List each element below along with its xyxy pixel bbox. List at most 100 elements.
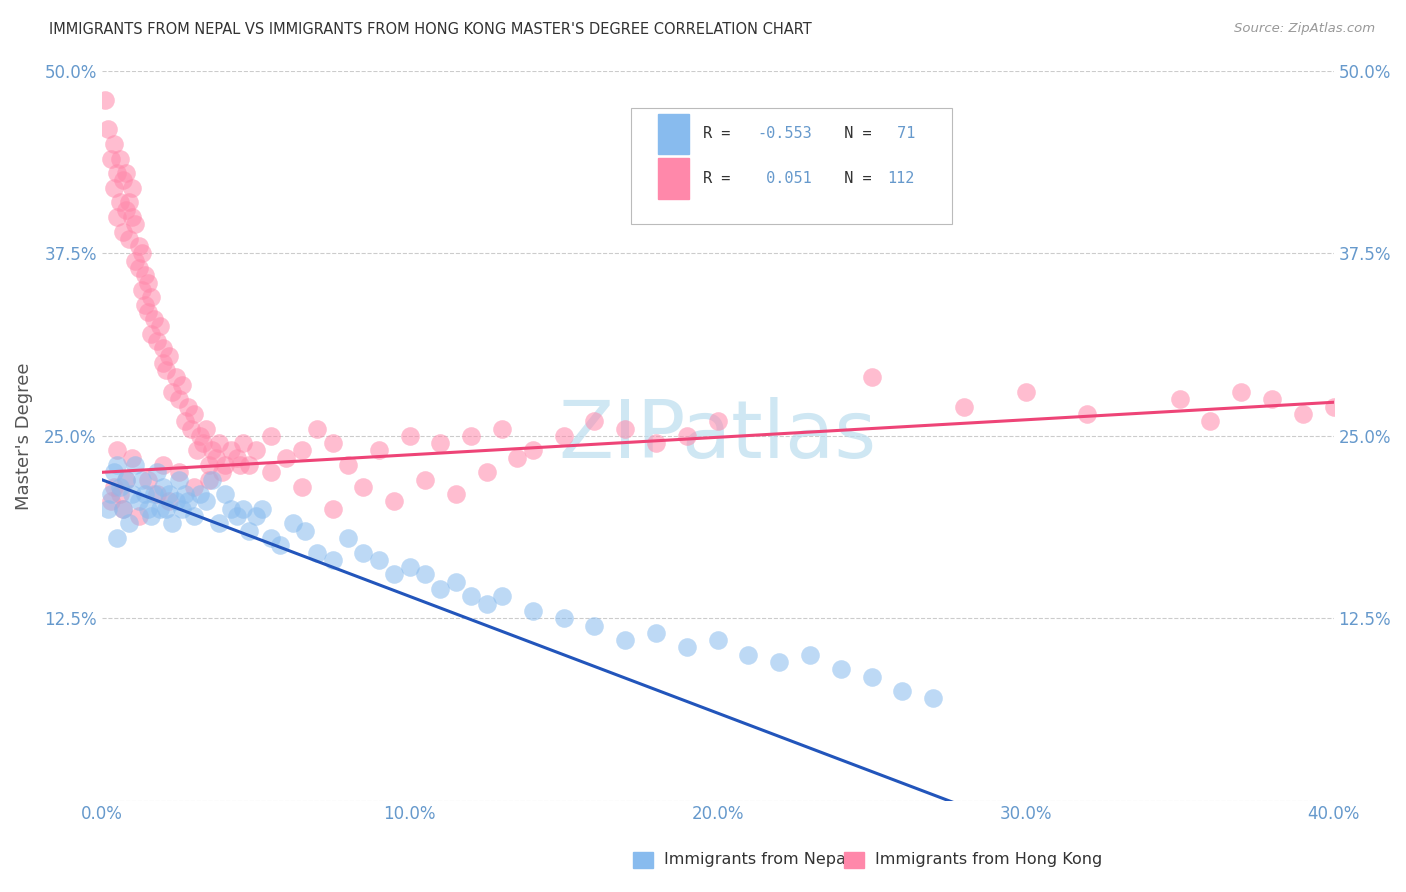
- Point: [142, 487, 165, 501]
- Text: IMMIGRANTS FROM NEPAL VS IMMIGRANTS FROM HONG KONG MASTER'S DEGREE CORRELATION C: IMMIGRANTS FROM NEPAL VS IMMIGRANTS FROM…: [49, 22, 811, 37]
- Point: [97, 122, 120, 136]
- Point: [105, 458, 128, 472]
- Point: [891, 684, 914, 698]
- Point: [367, 553, 389, 567]
- Text: N =: N =: [825, 171, 880, 186]
- Point: [180, 421, 202, 435]
- Point: [429, 582, 451, 596]
- Point: [108, 195, 131, 210]
- Point: [108, 152, 131, 166]
- Text: R =: R =: [703, 126, 740, 141]
- Point: [131, 473, 153, 487]
- Point: [112, 225, 135, 239]
- Point: [183, 480, 205, 494]
- Point: [214, 458, 236, 472]
- Point: [1322, 400, 1344, 414]
- Point: [139, 290, 162, 304]
- Point: [103, 466, 125, 480]
- Point: [860, 670, 883, 684]
- Point: [229, 458, 252, 472]
- Text: 0.051: 0.051: [756, 171, 811, 186]
- Point: [128, 239, 150, 253]
- Point: [103, 181, 125, 195]
- Point: [131, 246, 153, 260]
- Point: [583, 618, 606, 632]
- Point: [207, 436, 229, 450]
- Point: [245, 509, 267, 524]
- Point: [1014, 385, 1036, 400]
- Point: [195, 421, 218, 435]
- Text: 112: 112: [887, 171, 915, 186]
- Point: [522, 443, 544, 458]
- Point: [398, 429, 420, 443]
- Point: [245, 443, 267, 458]
- Point: [260, 429, 283, 443]
- Point: [367, 443, 389, 458]
- Point: [444, 487, 467, 501]
- Point: [413, 473, 436, 487]
- Text: 71: 71: [887, 126, 915, 141]
- Point: [250, 501, 273, 516]
- Point: [553, 611, 575, 625]
- Point: [675, 429, 697, 443]
- Text: Source: ZipAtlas.com: Source: ZipAtlas.com: [1234, 22, 1375, 36]
- Point: [186, 443, 208, 458]
- Point: [281, 516, 304, 531]
- Point: [115, 166, 138, 180]
- Point: [105, 531, 128, 545]
- Point: [219, 501, 242, 516]
- Point: [128, 260, 150, 275]
- Point: [139, 326, 162, 341]
- Point: [614, 421, 637, 435]
- Point: [118, 516, 141, 531]
- Point: [136, 501, 159, 516]
- Point: [142, 312, 165, 326]
- Point: [444, 574, 467, 589]
- Point: [124, 458, 146, 472]
- Point: [522, 604, 544, 618]
- Point: [100, 494, 122, 508]
- Point: [128, 509, 150, 524]
- Point: [173, 487, 195, 501]
- Point: [1199, 414, 1222, 428]
- Point: [1261, 392, 1284, 407]
- Point: [336, 458, 359, 472]
- Point: [165, 494, 187, 508]
- Text: -0.553: -0.553: [756, 126, 811, 141]
- Point: [645, 436, 668, 450]
- Point: [165, 370, 187, 384]
- Point: [214, 487, 236, 501]
- Point: [291, 443, 314, 458]
- Point: [108, 487, 131, 501]
- Point: [188, 487, 211, 501]
- Point: [860, 370, 883, 384]
- Point: [93, 93, 115, 107]
- Point: [429, 436, 451, 450]
- Point: [124, 217, 146, 231]
- Point: [131, 283, 153, 297]
- Point: [195, 494, 218, 508]
- Point: [105, 443, 128, 458]
- Point: [506, 450, 529, 465]
- Point: [198, 473, 221, 487]
- Point: [322, 436, 344, 450]
- Point: [675, 640, 697, 655]
- Point: [188, 429, 211, 443]
- Point: [183, 509, 205, 524]
- Point: [105, 210, 128, 224]
- Point: [352, 480, 374, 494]
- Point: [226, 509, 249, 524]
- Point: [167, 466, 190, 480]
- Point: [152, 356, 174, 370]
- Point: [204, 450, 226, 465]
- Point: [167, 473, 190, 487]
- Point: [136, 305, 159, 319]
- Point: [238, 458, 260, 472]
- Point: [198, 458, 221, 472]
- Point: [382, 567, 405, 582]
- Point: [170, 501, 193, 516]
- Text: Immigrants from Nepal: Immigrants from Nepal: [664, 853, 851, 867]
- Point: [134, 297, 156, 311]
- Point: [226, 450, 249, 465]
- Point: [294, 524, 316, 538]
